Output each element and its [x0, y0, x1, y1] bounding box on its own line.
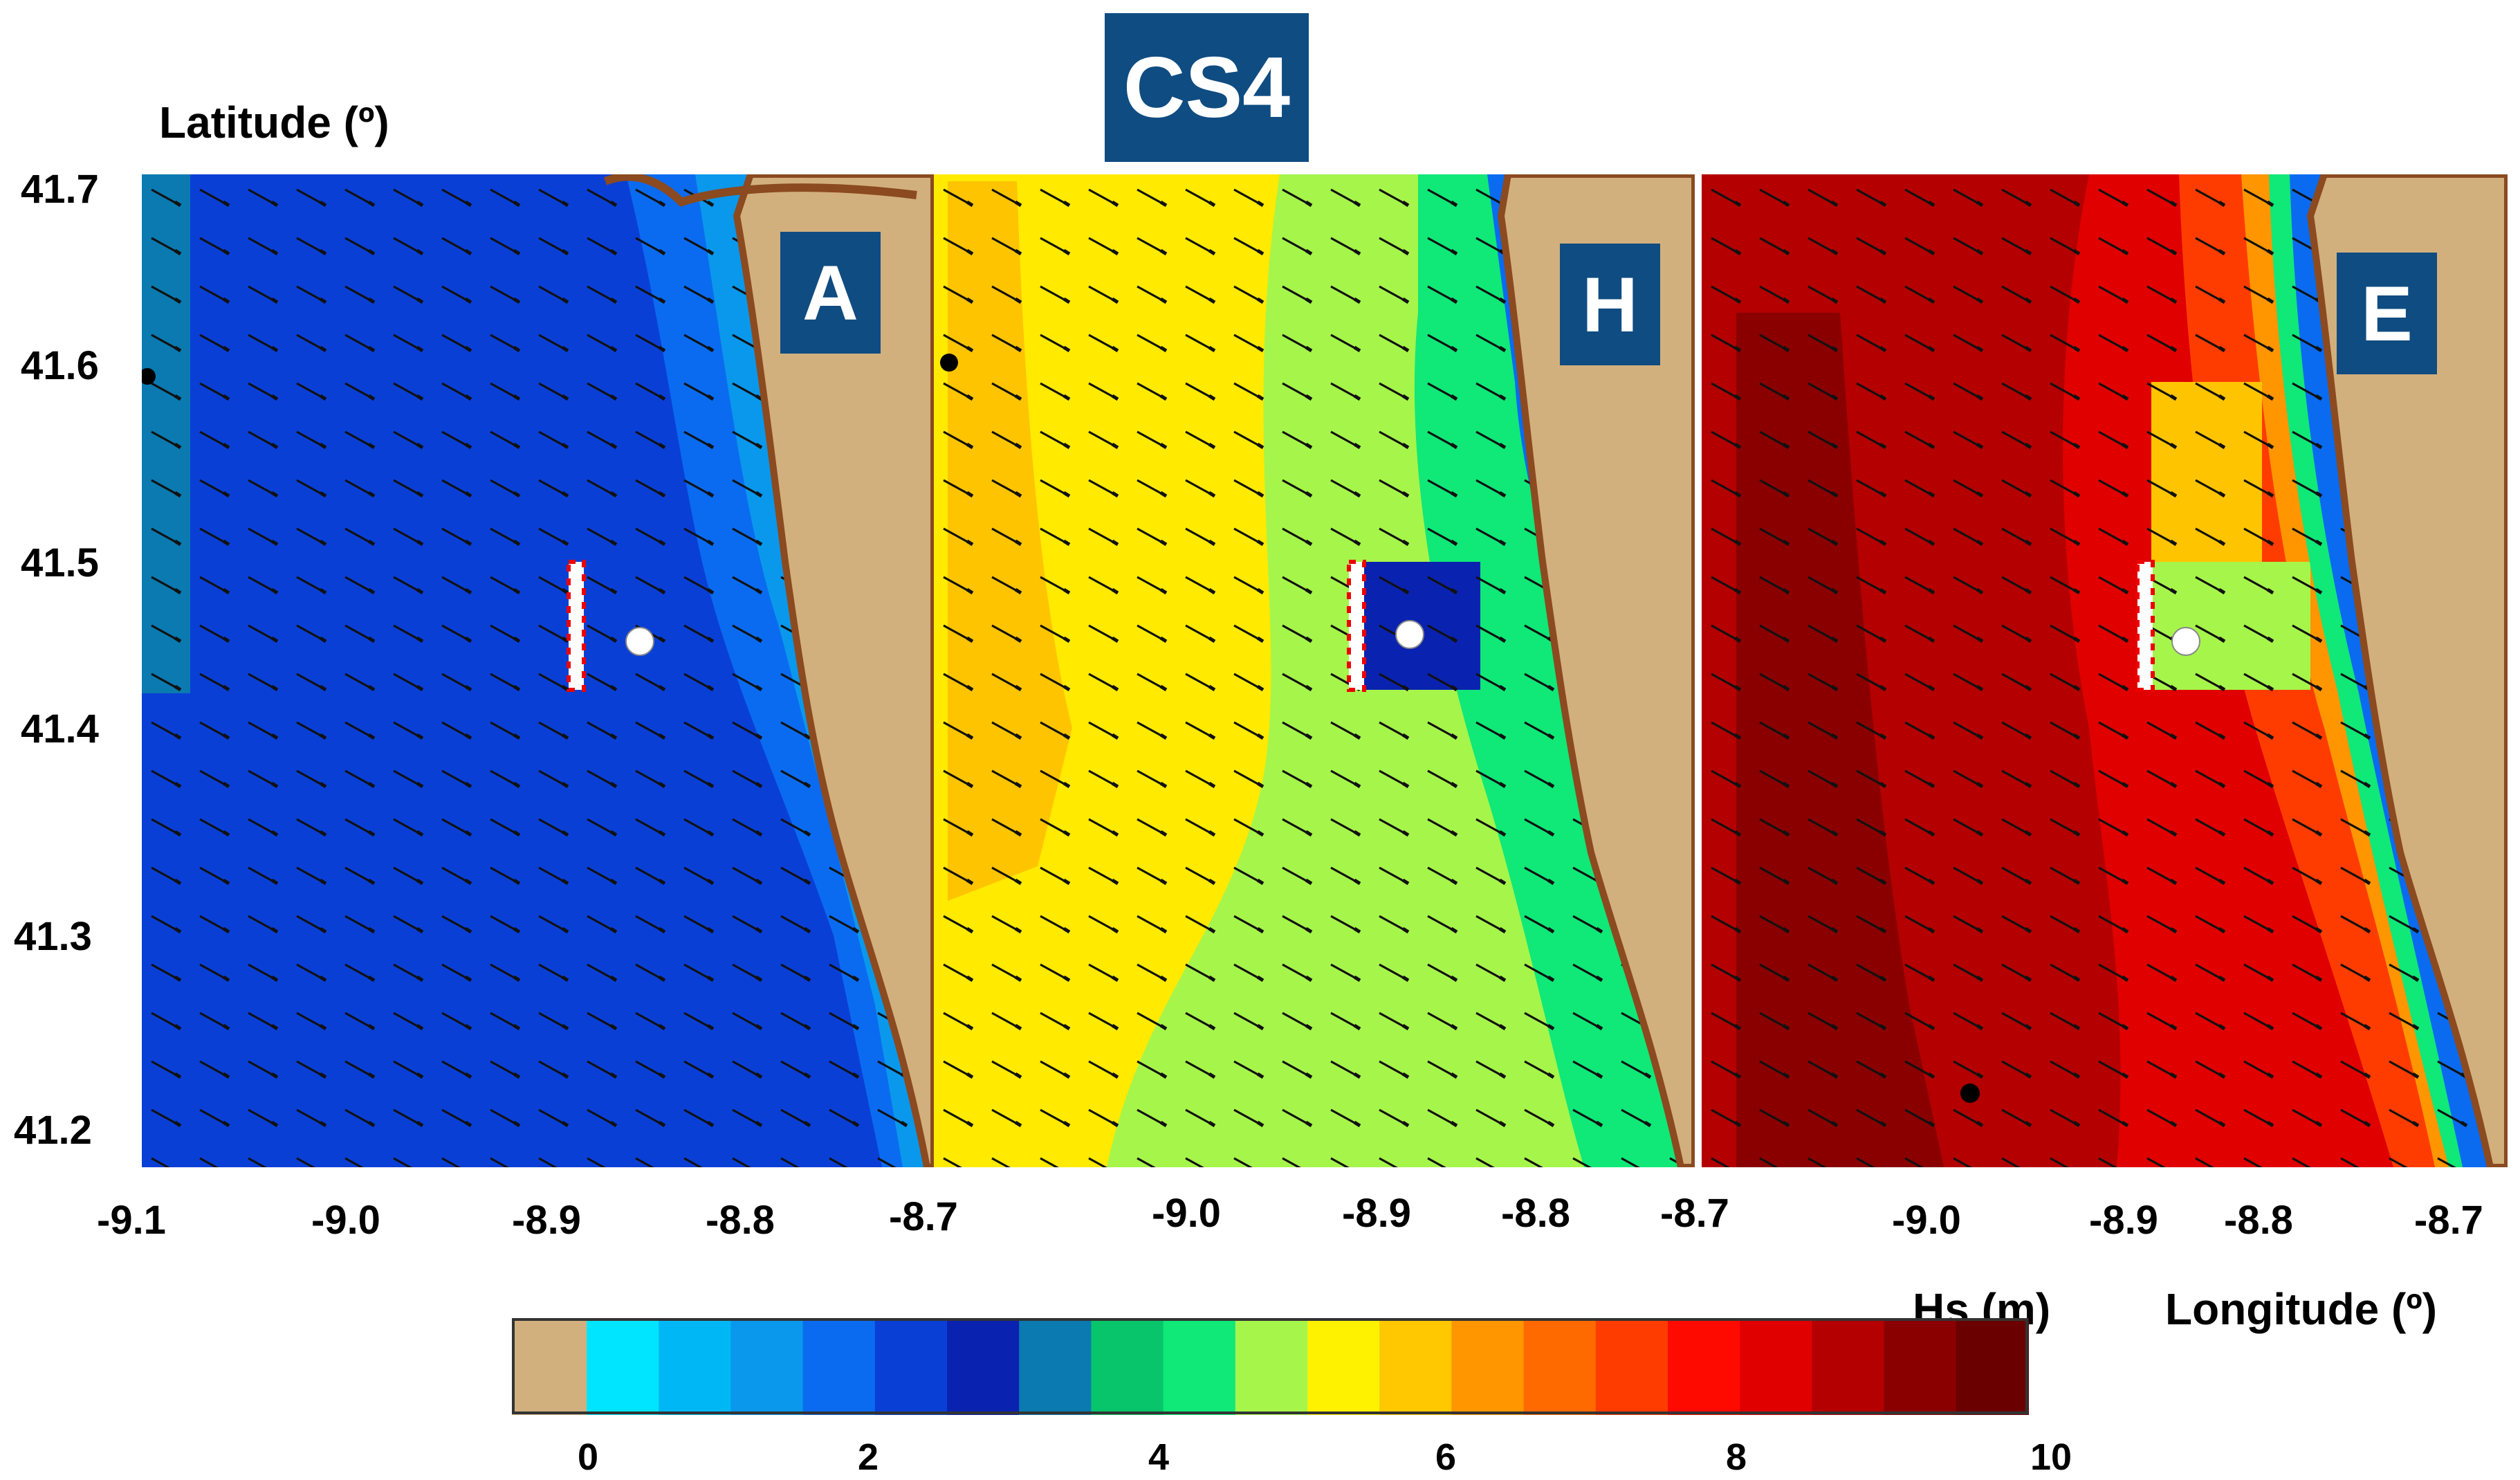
lon-tick-a-2: -9.0: [311, 1198, 380, 1243]
colorbar-swatch: [1019, 1318, 1092, 1415]
panel-label-a: A: [780, 232, 881, 354]
colorbar-swatch: [730, 1318, 804, 1415]
lon-tick-a-3: -8.9: [512, 1198, 581, 1243]
colorbar-swatch: [1091, 1318, 1164, 1415]
colorbar-swatch: [1163, 1318, 1236, 1415]
colorbar-swatch: [1668, 1318, 1741, 1415]
lon-tick-h-3: -8.8: [1501, 1191, 1570, 1236]
colorbar-tick-8: 8: [1725, 1436, 1747, 1478]
colorbar-swatch: [1595, 1318, 1668, 1415]
lon-tick-a-4: -8.8: [706, 1198, 775, 1243]
lat-tick-41-7: 41.7: [21, 167, 99, 212]
lat-tick-41-3: 41.3: [14, 914, 92, 959]
panel-label-h: H: [1560, 244, 1660, 365]
colorbar-tick-10: 10: [2030, 1436, 2072, 1478]
colorbar-swatch: [1235, 1318, 1308, 1415]
colorbar-tick-4: 4: [1148, 1436, 1170, 1478]
colorbar-tick-6: 6: [1435, 1436, 1457, 1478]
lon-tick-h-1: -9.0: [1152, 1191, 1221, 1236]
colorbar-swatch: [1812, 1318, 1885, 1415]
colorbar-swatch: [587, 1318, 660, 1415]
longitude-axis-label: Longitude (º): [2165, 1284, 2438, 1334]
colorbar-swatch: [802, 1318, 876, 1415]
colorbar-swatch: [1956, 1318, 2029, 1415]
colorbar-land-swatch: [512, 1318, 587, 1415]
colorbar: [512, 1318, 2029, 1415]
colorbar-tick-0: 0: [577, 1436, 599, 1478]
lat-tick-41-4: 41.4: [21, 706, 99, 751]
lon-tick-e-3: -8.8: [2224, 1198, 2293, 1243]
lon-tick-a-1: -9.1: [97, 1198, 166, 1243]
map-panel-e: [1702, 174, 2508, 1167]
lon-tick-a-5: -8.7: [889, 1194, 958, 1239]
colorbar-swatch: [1307, 1318, 1381, 1415]
panel-label-e: E: [2337, 253, 2437, 374]
colorbar-swatch: [947, 1318, 1020, 1415]
lon-tick-e-1: -9.0: [1892, 1198, 1961, 1243]
colorbar-swatch: [659, 1318, 732, 1415]
lon-tick-h-2: -8.9: [1342, 1191, 1411, 1236]
colorbar-tick-2: 2: [857, 1436, 879, 1478]
lon-tick-e-2: -8.9: [2089, 1198, 2158, 1243]
colorbar-swatch: [1523, 1318, 1597, 1415]
colorbar-swatch: [1740, 1318, 1813, 1415]
lon-tick-e-4: -8.7: [2414, 1198, 2483, 1243]
colorbar-swatch: [1379, 1318, 1453, 1415]
map-panel-h: [934, 174, 1695, 1167]
figure-title: CS4: [1105, 13, 1309, 162]
latitude-axis-label: Latitude (º): [159, 98, 389, 147]
lat-tick-41-2: 41.2: [14, 1108, 92, 1153]
colorbar-swatch: [1884, 1318, 1957, 1415]
colorbar-swatch: [1451, 1318, 1525, 1415]
lon-tick-h-4: -8.7: [1660, 1191, 1729, 1236]
colorbar-swatch: [874, 1318, 948, 1415]
lat-tick-41-6: 41.6: [21, 343, 99, 388]
lat-tick-41-5: 41.5: [21, 540, 99, 585]
